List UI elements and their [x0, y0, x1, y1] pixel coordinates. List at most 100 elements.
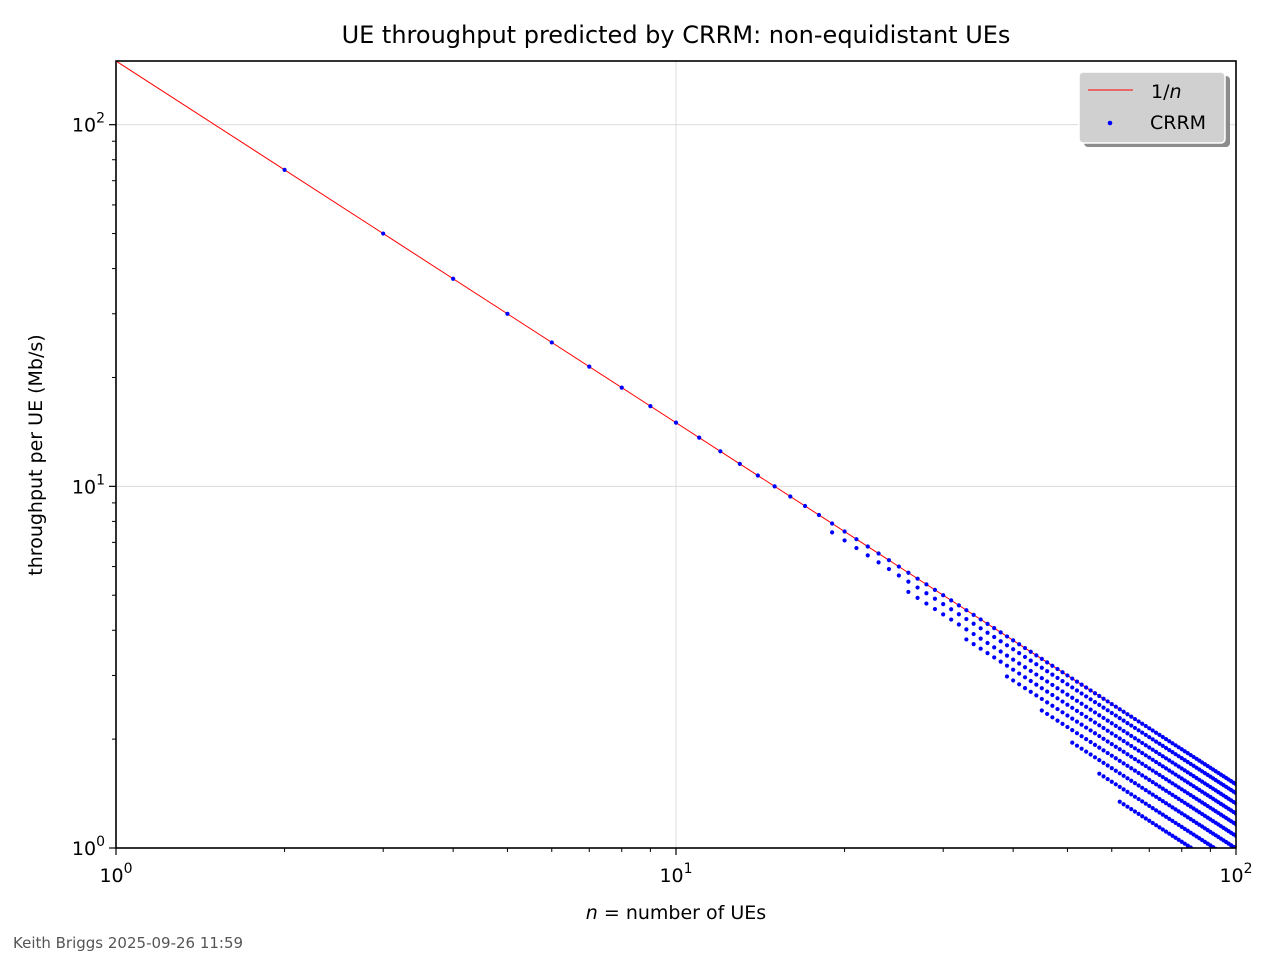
crrm-point [854, 537, 859, 542]
crrm-point [1074, 688, 1080, 693]
crrm-point [924, 601, 929, 606]
crrm-point [1034, 662, 1039, 667]
crrm-point [1154, 759, 1159, 765]
crrm-point [1147, 777, 1152, 782]
crrm-point [1176, 745, 1181, 750]
crrm-point [1150, 728, 1155, 733]
crrm-point [1045, 711, 1050, 717]
crrm-point [1101, 748, 1106, 753]
crrm-point [1092, 700, 1098, 705]
crrm-point [1163, 756, 1169, 761]
y-tick-exp: 2 [96, 111, 105, 127]
crrm-point [1113, 782, 1118, 787]
crrm-point [1182, 800, 1187, 805]
crrm-point [1034, 672, 1039, 677]
crrm-point [1173, 762, 1178, 767]
crrm-point [896, 573, 901, 578]
crrm-point [1109, 701, 1114, 707]
crrm-point [865, 553, 870, 558]
crrm-point [1070, 716, 1075, 721]
crrm-point [886, 566, 892, 572]
crrm-point [1084, 704, 1089, 709]
crrm-point [1070, 728, 1075, 733]
crrm-point [1160, 786, 1165, 791]
crrm-point [941, 601, 946, 607]
crrm-point [1163, 766, 1169, 771]
crrm-point [1160, 774, 1165, 780]
crrm-point [1143, 816, 1148, 821]
crrm-point [1140, 721, 1145, 726]
crrm-point [1105, 750, 1110, 756]
crrm-point [1028, 689, 1033, 694]
crrm-point [1074, 679, 1080, 684]
crrm-point [1176, 754, 1181, 759]
crrm-point [1084, 725, 1089, 730]
crrm-point [978, 646, 983, 651]
crrm-point [1125, 763, 1130, 768]
crrm-point [992, 626, 997, 631]
crrm-point [1060, 699, 1065, 704]
crrm-point [906, 589, 911, 595]
crrm-point [1022, 685, 1028, 691]
crrm-point [992, 645, 997, 650]
legend-line-label: 1/n [1151, 81, 1182, 103]
crrm-point [1113, 723, 1118, 728]
crrm-point [1160, 827, 1165, 832]
crrm-point [1004, 634, 1010, 639]
crrm-point [1121, 802, 1126, 807]
crrm-point [1105, 708, 1110, 713]
crrm-point [1132, 716, 1138, 722]
crrm-point [1157, 796, 1162, 802]
x-tick-label: 100 [99, 861, 132, 887]
crrm-point [1074, 719, 1080, 724]
crrm-point [1154, 823, 1159, 828]
crrm-point [1121, 718, 1126, 723]
crrm-point [1105, 739, 1110, 744]
crrm-point [1065, 724, 1070, 730]
crrm-point [1065, 692, 1070, 697]
crrm-point [1140, 750, 1145, 756]
crrm-point [1055, 718, 1060, 723]
x-tick-label: 102 [1219, 861, 1252, 887]
crrm-point [1022, 675, 1028, 680]
crrm-point [1129, 807, 1134, 812]
crrm-point [673, 420, 679, 425]
crrm-point [1136, 796, 1141, 802]
crrm-point [1070, 705, 1075, 710]
crrm-point [906, 579, 911, 584]
crrm-point [1150, 768, 1155, 773]
crrm-point [1101, 705, 1106, 710]
crrm-point [1176, 764, 1181, 769]
crrm-point [1157, 784, 1162, 789]
crrm-point [1121, 709, 1126, 714]
x-tick-base: 10 [659, 865, 683, 887]
x-axis-label-italic: n [586, 902, 598, 924]
crrm-point [1039, 686, 1044, 691]
crrm-point [1101, 774, 1106, 779]
crrm-point [1136, 719, 1141, 724]
crrm-point [1088, 717, 1093, 722]
crrm-point [1140, 814, 1145, 819]
crrm-point [1132, 756, 1138, 762]
crrm-point [1143, 753, 1148, 758]
crrm-point [1160, 743, 1165, 749]
crrm-point [1170, 805, 1175, 810]
crrm-point [1097, 758, 1102, 763]
crrm-point [1136, 811, 1141, 816]
crrm-point [971, 631, 976, 637]
crrm-point [1088, 688, 1093, 693]
crrm-point [1079, 746, 1084, 751]
crrm-point [1045, 679, 1050, 684]
crrm-point [842, 538, 847, 543]
crrm-point [1050, 703, 1055, 708]
crrm-point [941, 593, 946, 598]
crrm-point [1050, 692, 1055, 698]
crrm-point [1004, 653, 1010, 658]
crrm-point [1176, 796, 1181, 801]
crrm-point [587, 364, 592, 369]
crrm-point [1092, 742, 1098, 747]
crrm-point [998, 649, 1003, 654]
x-axis-label: n = number of UEs [586, 902, 766, 924]
crrm-point [1039, 665, 1044, 670]
crrm-point [697, 435, 702, 440]
